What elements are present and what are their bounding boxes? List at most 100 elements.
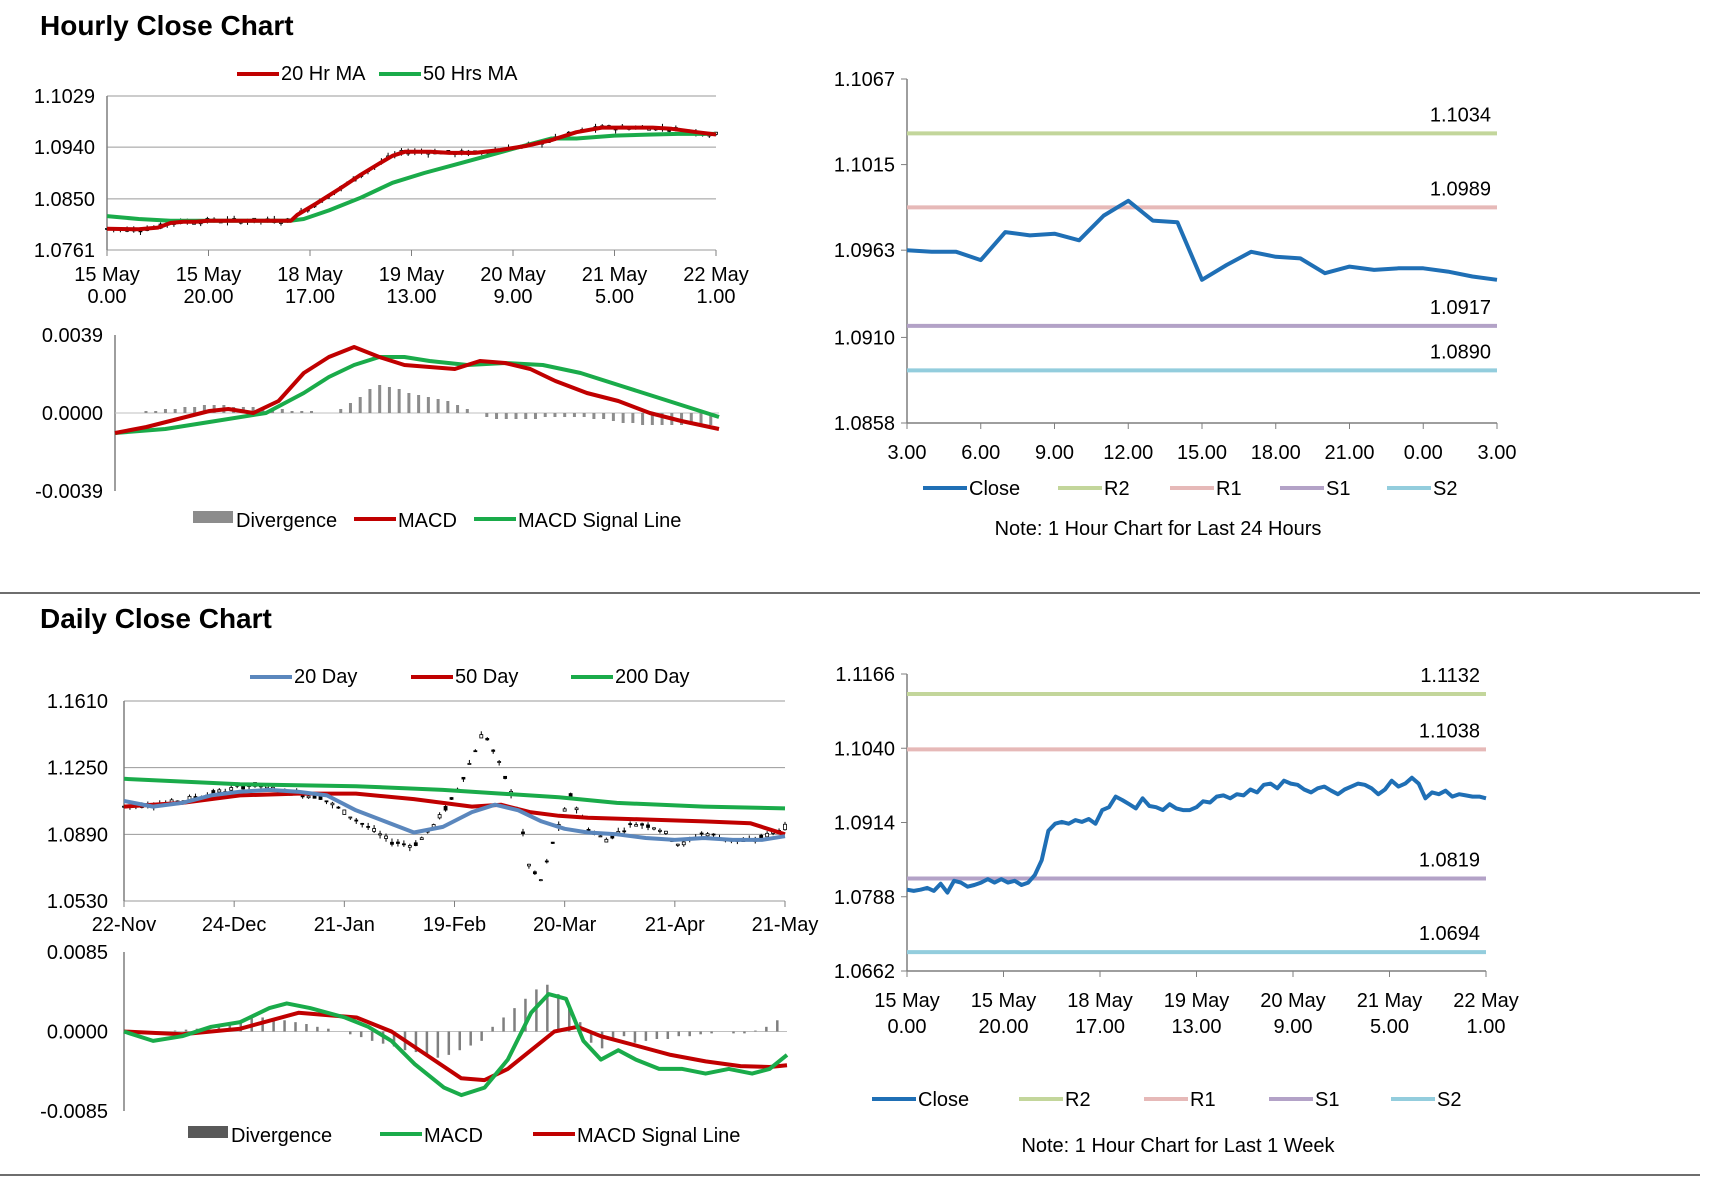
x-tick-label: 15 May — [74, 264, 140, 286]
x-tick-label: 18 May — [1067, 990, 1133, 1012]
x-tick-label: 21.00 — [1324, 442, 1374, 464]
legend-label: 20 Hr MA — [281, 63, 366, 85]
x-tick-label: 24-Dec — [202, 914, 266, 936]
candle — [652, 827, 656, 830]
level-label-s2: 1.0890 — [1430, 341, 1491, 363]
candle — [372, 828, 377, 832]
divergence-bar — [572, 413, 576, 417]
level-label-s2: 1.0694 — [1419, 923, 1480, 945]
candle — [360, 822, 365, 825]
divergence-bar — [446, 401, 450, 413]
divergence-bar — [546, 984, 549, 1032]
divergence-bar — [251, 407, 255, 413]
divergence-bar — [535, 989, 538, 1032]
candle — [544, 860, 549, 863]
x-tick-label: 20-Mar — [533, 914, 597, 936]
x-tick-label: 18.00 — [1251, 442, 1301, 464]
candle — [527, 863, 531, 867]
divergence-bar — [592, 413, 596, 419]
divergence-bar — [392, 1031, 396, 1047]
y-tick-label: 1.0940 — [34, 137, 95, 159]
candle — [628, 823, 633, 826]
y-tick-label: 1.1166 — [835, 664, 895, 686]
legend-label: MACD Signal Line — [577, 1125, 740, 1147]
divergence-bar — [173, 409, 177, 413]
divergence-bar — [582, 413, 586, 417]
candle — [521, 831, 525, 835]
hourly-macd-chart: 0.0039 0.0000 -0.0039 Divergence MACD MACD Si… — [35, 325, 720, 532]
divergence-bar — [339, 409, 343, 413]
divergence-bar — [283, 1020, 286, 1032]
divergence-bar — [173, 1030, 177, 1032]
chart-note: Note: 1 Hour Chart for Last 1 Week — [1021, 1135, 1335, 1157]
divergence-bar — [660, 413, 664, 425]
legend-label: MACD Signal Line — [518, 510, 681, 532]
divergence-bar — [650, 413, 654, 425]
legend-label: Divergence — [231, 1125, 332, 1147]
divergence-bar — [310, 411, 314, 413]
divergence-bar — [754, 1030, 757, 1032]
x-tick-label: 21-May — [752, 914, 819, 936]
x-tick-label: 9.00 — [1035, 442, 1074, 464]
divergence-bar — [480, 1031, 483, 1041]
divergence-bar — [414, 1031, 418, 1053]
divergence-bar — [436, 399, 440, 413]
x-tick-label: 9.00 — [494, 286, 533, 308]
legend-label: R1 — [1216, 478, 1242, 500]
candle — [765, 832, 770, 838]
ma50-line — [123, 791, 786, 837]
ma200-line — [123, 776, 786, 811]
candle — [467, 763, 472, 765]
legend-label: S2 — [1433, 478, 1457, 500]
divergence-bar — [543, 413, 547, 417]
legend-label: Close — [969, 478, 1020, 500]
divergence-bar — [280, 409, 284, 413]
section-divider — [0, 592, 1700, 594]
divergence-bar — [272, 1018, 275, 1032]
x-tick-label: 20 May — [480, 264, 546, 286]
x-tick-label: 15.00 — [1177, 442, 1227, 464]
divergence-bar — [458, 1031, 461, 1051]
x-tick-label: 21-Apr — [645, 914, 705, 936]
candle — [538, 879, 543, 882]
y-tick-label: 1.0914 — [834, 813, 895, 835]
daily-section-title: Daily Close Chart — [40, 603, 272, 634]
candle — [229, 787, 234, 791]
y-tick-label: 1.0858 — [834, 413, 895, 435]
y-tick-label: 1.0530 — [47, 891, 108, 913]
y-tick-label: 1.1015 — [834, 155, 895, 177]
x-tick-label: 21 May — [582, 264, 648, 286]
divergence-bar — [699, 413, 703, 425]
candle — [390, 841, 394, 845]
divergence-bar — [202, 405, 206, 413]
candle — [491, 749, 496, 752]
y-tick-label: 1.0850 — [34, 189, 95, 211]
x-tick-label: 22-Nov — [92, 914, 156, 936]
candle — [574, 807, 579, 811]
divergence-bar — [327, 1028, 330, 1032]
x-tick-label: 0.00 — [88, 286, 127, 308]
legend-label: S1 — [1326, 478, 1350, 500]
divergence-bar — [611, 413, 615, 421]
candle — [634, 824, 639, 827]
divergence-bar — [425, 1031, 429, 1055]
divergence-bar — [765, 1026, 768, 1032]
daily-macd-chart: 0.0085 0.0000 -0.0085 Divergence MACD MACD Si… — [40, 942, 789, 1147]
candle — [759, 834, 764, 839]
divergence-bar — [261, 409, 265, 413]
level-label-r1: 1.1038 — [1419, 720, 1480, 742]
divergence-bar — [602, 413, 606, 419]
divergence-bar — [370, 1031, 374, 1041]
divergence-bar — [305, 1024, 308, 1032]
divergence-bar — [666, 1031, 670, 1039]
divergence-bar — [699, 1031, 702, 1035]
candle — [378, 833, 382, 836]
candle — [401, 843, 406, 846]
candle — [550, 841, 555, 844]
divergence-bar — [504, 413, 508, 419]
y-tick-label: 1.1029 — [34, 86, 95, 108]
candle — [473, 750, 478, 753]
legend-key-divergence — [188, 1126, 228, 1138]
divergence-bar — [622, 1031, 626, 1037]
candle — [449, 797, 454, 800]
